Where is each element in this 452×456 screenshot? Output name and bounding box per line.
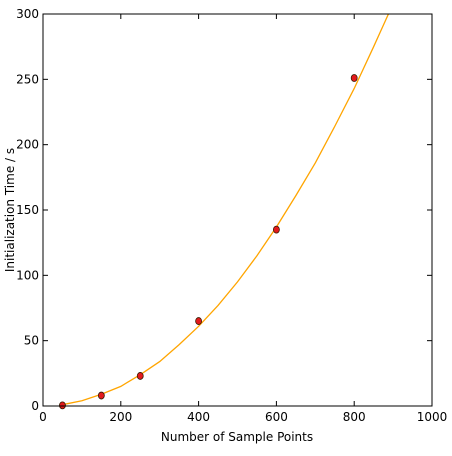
plot-frame bbox=[42, 13, 433, 407]
x-tick-label: 1000 bbox=[417, 410, 448, 424]
x-axis-label: Number of Sample Points bbox=[161, 430, 313, 444]
data-point bbox=[97, 391, 105, 400]
y-tick-label: 300 bbox=[16, 7, 39, 21]
data-point bbox=[350, 74, 358, 82]
y-tick-label: 50 bbox=[24, 334, 39, 348]
x-tick-label: 200 bbox=[109, 410, 132, 424]
y-tick-label: 200 bbox=[16, 138, 39, 152]
x-tick-label: 0 bbox=[39, 410, 47, 424]
y-tick-label: 100 bbox=[16, 268, 39, 282]
y-axis-label: Initialization Time / s bbox=[3, 148, 17, 272]
data-point bbox=[272, 225, 280, 234]
y-tick-label: 0 bbox=[31, 399, 39, 413]
data-point bbox=[59, 401, 66, 410]
y-tick-label: 250 bbox=[16, 72, 39, 86]
x-tick-label: 400 bbox=[187, 410, 210, 424]
data-point bbox=[136, 372, 144, 380]
x-tick-label: 800 bbox=[343, 410, 366, 424]
y-tick-label: 150 bbox=[16, 203, 39, 217]
data-point bbox=[195, 317, 203, 325]
x-tick-label: 600 bbox=[265, 410, 288, 424]
fit-curve bbox=[62, 14, 390, 406]
